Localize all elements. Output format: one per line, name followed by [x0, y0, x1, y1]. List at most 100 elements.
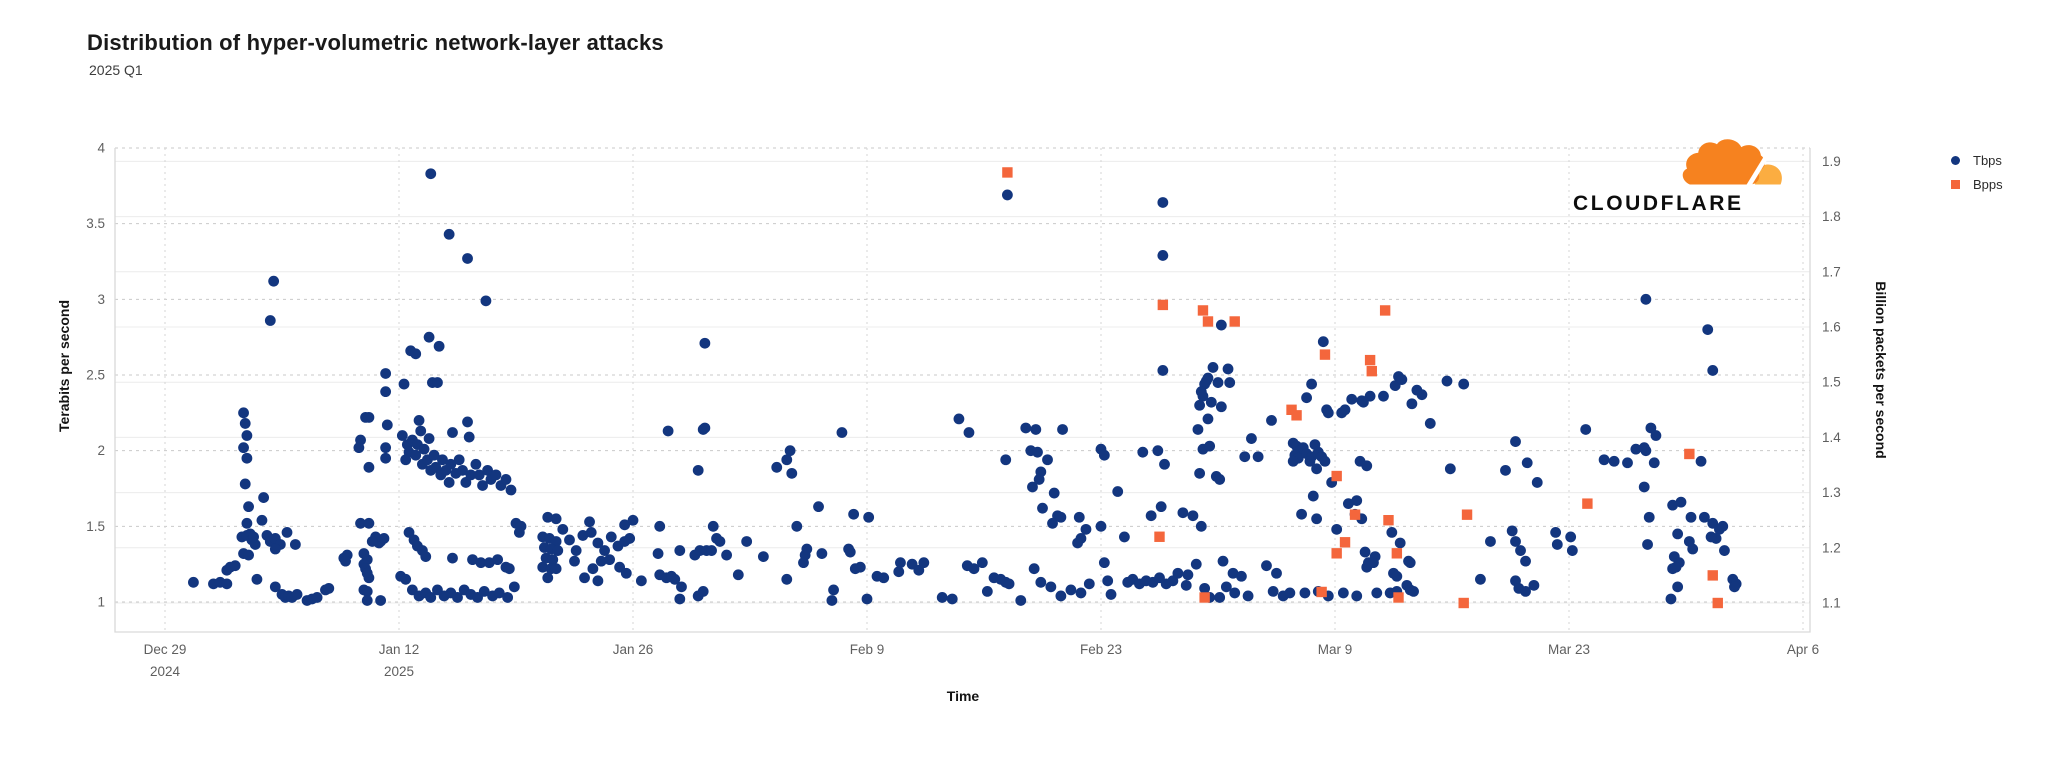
tbps-point[interactable] — [570, 545, 582, 556]
tbps-point[interactable] — [1236, 570, 1247, 582]
tbps-point[interactable] — [1172, 567, 1184, 579]
tbps-point[interactable] — [380, 368, 392, 379]
tbps-point[interactable] — [552, 545, 564, 556]
tbps-point[interactable] — [453, 454, 465, 466]
tbps-point[interactable] — [784, 445, 796, 457]
tbps-point[interactable] — [500, 474, 512, 485]
tbps-point[interactable] — [706, 545, 717, 556]
tbps-point[interactable] — [1028, 563, 1040, 575]
tbps-point[interactable] — [579, 572, 590, 584]
tbps-point[interactable] — [467, 554, 478, 566]
tbps-point[interactable] — [423, 433, 435, 444]
tbps-point[interactable] — [1705, 531, 1717, 543]
bpps-point[interactable] — [1319, 349, 1331, 360]
tbps-point[interactable] — [381, 419, 393, 431]
tbps-point[interactable] — [1311, 513, 1323, 525]
tbps-point[interactable] — [241, 452, 253, 464]
tbps-point[interactable] — [400, 454, 412, 466]
tbps-point[interactable] — [1242, 590, 1254, 602]
tbps-point[interactable] — [1675, 496, 1687, 508]
tbps-point[interactable] — [1072, 537, 1084, 549]
tbps-point[interactable] — [1378, 390, 1389, 402]
tbps-point[interactable] — [1622, 457, 1633, 469]
tbps-point[interactable] — [1215, 401, 1227, 413]
tbps-point[interactable] — [380, 386, 392, 398]
tbps-point[interactable] — [1520, 555, 1531, 567]
tbps-point[interactable] — [363, 411, 375, 423]
tbps-point[interactable] — [268, 275, 280, 287]
tbps-point[interactable] — [361, 586, 373, 597]
tbps-point[interactable] — [676, 581, 687, 593]
tbps-point[interactable] — [432, 377, 443, 388]
bpps-point[interactable] — [1197, 305, 1209, 316]
tbps-point[interactable] — [1207, 362, 1219, 373]
tbps-point[interactable] — [452, 592, 463, 603]
tbps-point[interactable] — [1073, 511, 1085, 523]
tbps-point[interactable] — [1192, 424, 1204, 435]
tbps-point[interactable] — [291, 589, 303, 600]
tbps-point[interactable] — [1180, 579, 1192, 591]
tbps-point[interactable] — [1271, 567, 1282, 579]
tbps-point[interactable] — [447, 552, 458, 564]
tbps-point[interactable] — [465, 469, 477, 481]
tbps-point[interactable] — [1155, 501, 1167, 513]
tbps-point[interactable] — [848, 508, 860, 520]
tbps-point[interactable] — [550, 513, 562, 525]
tbps-point[interactable] — [953, 413, 965, 425]
tbps-point[interactable] — [1458, 378, 1470, 390]
tbps-point[interactable] — [1195, 386, 1207, 398]
tbps-point[interactable] — [1214, 592, 1226, 603]
tbps-point[interactable] — [1045, 581, 1057, 593]
tbps-point[interactable] — [363, 461, 375, 473]
tbps-point[interactable] — [1475, 573, 1486, 585]
bpps-point[interactable] — [1349, 509, 1361, 520]
tbps-point[interactable] — [289, 539, 301, 550]
tbps-point[interactable] — [1065, 584, 1077, 596]
tbps-point[interactable] — [238, 407, 249, 419]
bpps-point[interactable] — [1461, 509, 1473, 520]
tbps-point[interactable] — [1212, 377, 1224, 388]
tbps-point[interactable] — [1719, 545, 1730, 556]
tbps-point[interactable] — [1551, 539, 1563, 550]
bpps-point[interactable] — [1331, 548, 1342, 559]
tbps-point[interactable] — [1119, 531, 1130, 543]
tbps-point[interactable] — [968, 563, 980, 575]
tbps-point[interactable] — [635, 575, 647, 587]
tbps-point[interactable] — [1359, 546, 1371, 558]
tbps-point[interactable] — [1222, 363, 1234, 375]
tbps-point[interactable] — [1408, 586, 1419, 597]
tbps-point[interactable] — [1729, 581, 1740, 593]
tbps-point[interactable] — [423, 331, 435, 343]
bpps-point[interactable] — [1383, 515, 1394, 526]
tbps-point[interactable] — [239, 478, 251, 490]
tbps-point[interactable] — [1187, 510, 1199, 522]
tbps-point[interactable] — [492, 554, 504, 566]
bpps-point[interactable] — [1199, 592, 1210, 603]
tbps-point[interactable] — [714, 536, 726, 547]
tbps-point[interactable] — [1287, 455, 1299, 467]
bpps-point[interactable] — [1707, 570, 1718, 581]
tbps-point[interactable] — [1227, 567, 1239, 579]
tbps-point[interactable] — [816, 548, 828, 559]
tbps-point[interactable] — [1202, 413, 1214, 425]
tbps-point[interactable] — [1351, 590, 1363, 602]
tbps-point[interactable] — [425, 168, 437, 180]
tbps-point[interactable] — [251, 573, 263, 585]
tbps-point[interactable] — [732, 569, 744, 581]
tbps-point[interactable] — [480, 295, 492, 307]
tbps-point[interactable] — [564, 534, 575, 546]
tbps-point[interactable] — [1215, 319, 1227, 331]
tbps-point[interactable] — [1531, 477, 1543, 488]
tbps-point[interactable] — [1650, 430, 1662, 441]
tbps-point[interactable] — [410, 348, 422, 360]
tbps-point[interactable] — [396, 430, 408, 441]
tbps-point[interactable] — [1707, 365, 1719, 376]
tbps-point[interactable] — [258, 492, 270, 503]
tbps-point[interactable] — [791, 520, 803, 532]
tbps-point[interactable] — [1003, 578, 1015, 590]
tbps-point[interactable] — [1083, 578, 1095, 590]
tbps-point[interactable] — [1404, 557, 1416, 569]
tbps-point[interactable] — [229, 560, 241, 572]
tbps-point[interactable] — [457, 464, 468, 476]
tbps-point[interactable] — [380, 442, 392, 454]
